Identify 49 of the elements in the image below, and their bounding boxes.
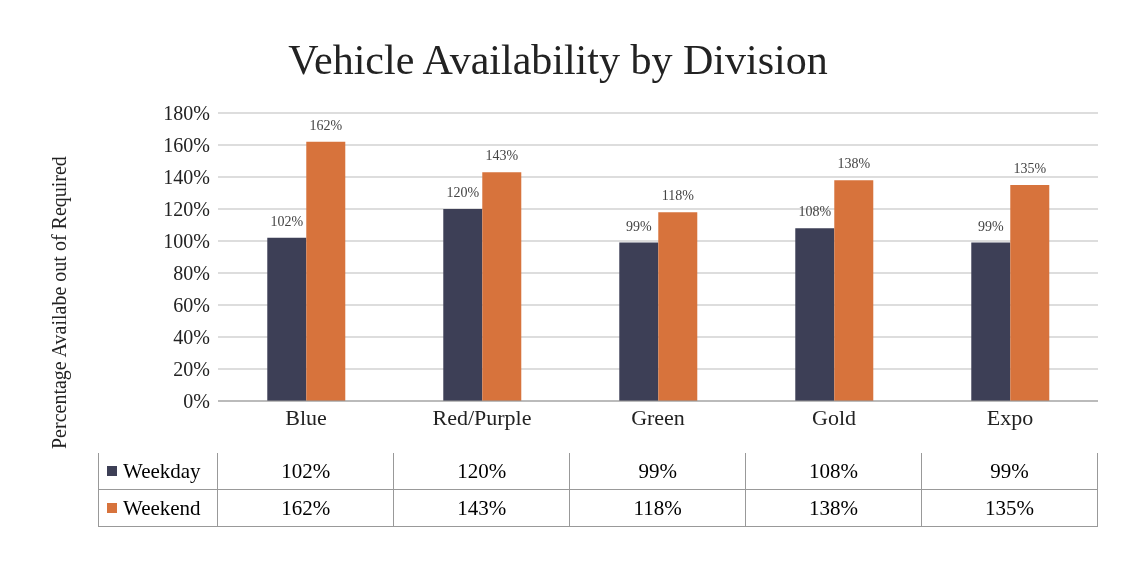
text: 120% [446,185,480,200]
bar [443,209,483,401]
data-label: 138% [746,490,923,526]
x-tick-label: Blue [285,404,327,430]
y-axis-title: Percentage Availabe out of Required [48,155,71,452]
data-label: 135% [922,490,1099,526]
y-tick-label: 120% [163,198,210,221]
text: 99% [977,218,1004,234]
y-tick-label: 140% [163,166,210,189]
text: 118% [661,188,694,204]
text: 102% [270,213,304,229]
text: 99% [625,218,652,234]
x-tick-label: Red/Purple [432,404,532,430]
data-label: 143% [394,490,571,526]
data-label: 99% [570,453,747,489]
text: 138% [837,156,871,172]
bar [1010,185,1050,401]
bar [306,141,346,401]
bar [619,242,659,401]
y-tick-label: 100% [163,230,210,253]
x-tick-label: Expo [986,404,1034,430]
legend-label: Weekend [99,490,219,526]
y-tick-label: 20% [173,358,210,381]
y-tick-label: 180% [163,102,210,125]
data-label: 162% [218,490,395,526]
y-tick-label: 80% [173,262,210,285]
text: 108% [798,204,832,220]
data-label: 118% [570,490,747,526]
text: 143% [485,148,519,164]
x-tick-label: Gold [812,404,856,430]
data-label: 99% [922,453,1099,489]
y-tick-label: 160% [163,134,210,157]
data-label: 120% [394,453,571,489]
y-tick-label: 40% [173,326,210,349]
bar [658,212,698,401]
text: 162% [309,117,343,133]
y-tick-label: 0% [183,390,210,413]
chart-title: Vehicle Availability by Division [287,36,829,84]
legend-label: Weekday [99,453,219,489]
x-tick-label: Green [631,404,685,430]
bar [834,180,874,401]
bar [267,237,307,401]
text: 135% [1013,161,1047,176]
data-label: 108% [746,453,923,489]
bar [795,228,835,401]
bar [482,172,522,401]
bar [971,242,1011,401]
data-label: 102% [218,453,395,489]
y-tick-label: 60% [173,294,210,317]
